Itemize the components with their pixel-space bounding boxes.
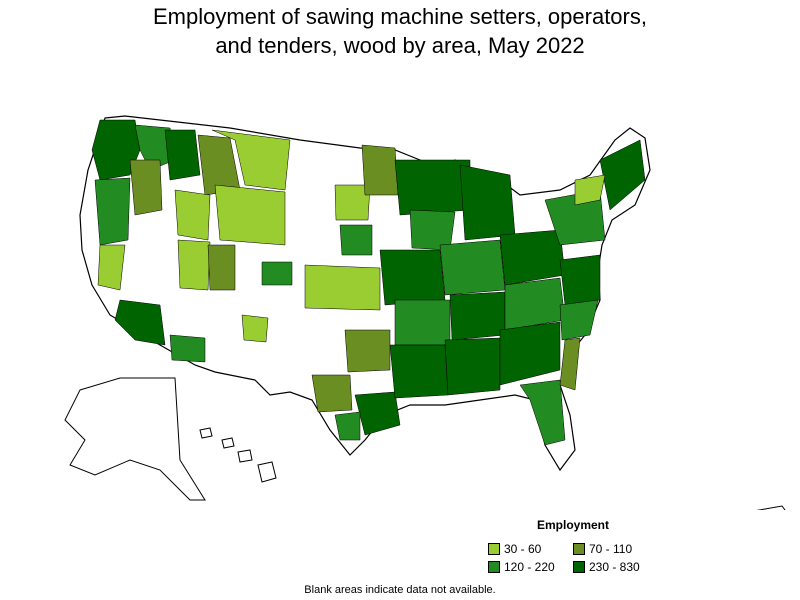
legend-swatch-4 [573,561,585,573]
legend-item-4: 230 - 830 [573,560,658,574]
legend-item-3: 120 - 220 [488,560,573,574]
us-map [64,115,786,510]
title-line-2: and tenders, wood by area, May 2022 [215,33,585,58]
legend-label-2: 70 - 110 [589,542,633,556]
hawaii-islands [199,427,277,483]
legend-item-1: 30 - 60 [488,542,573,556]
legend-swatch-1 [488,543,500,555]
map-title: Employment of sawing machine setters, op… [0,2,800,60]
legend-item-2: 70 - 110 [573,542,658,556]
legend-swatch-2 [573,543,585,555]
footnote: Blank areas indicate data not available. [304,584,496,596]
legend-title: Employment [536,518,609,532]
title-line-1: Employment of sawing machine setters, op… [152,4,647,29]
legend: Employment 30 - 60 70 - 110 120 - 220 23… [488,518,648,574]
alaska-outline [64,377,206,501]
legend-grid: 30 - 60 70 - 110 120 - 220 230 - 830 [488,542,648,574]
legend-swatch-3 [488,561,500,573]
shaded-areas [91,119,646,446]
legend-label-3: 120 - 220 [504,560,555,574]
legend-label-4: 230 - 830 [589,560,640,574]
legend-label-1: 30 - 60 [504,542,542,556]
puerto-rico-outline [756,505,786,510]
